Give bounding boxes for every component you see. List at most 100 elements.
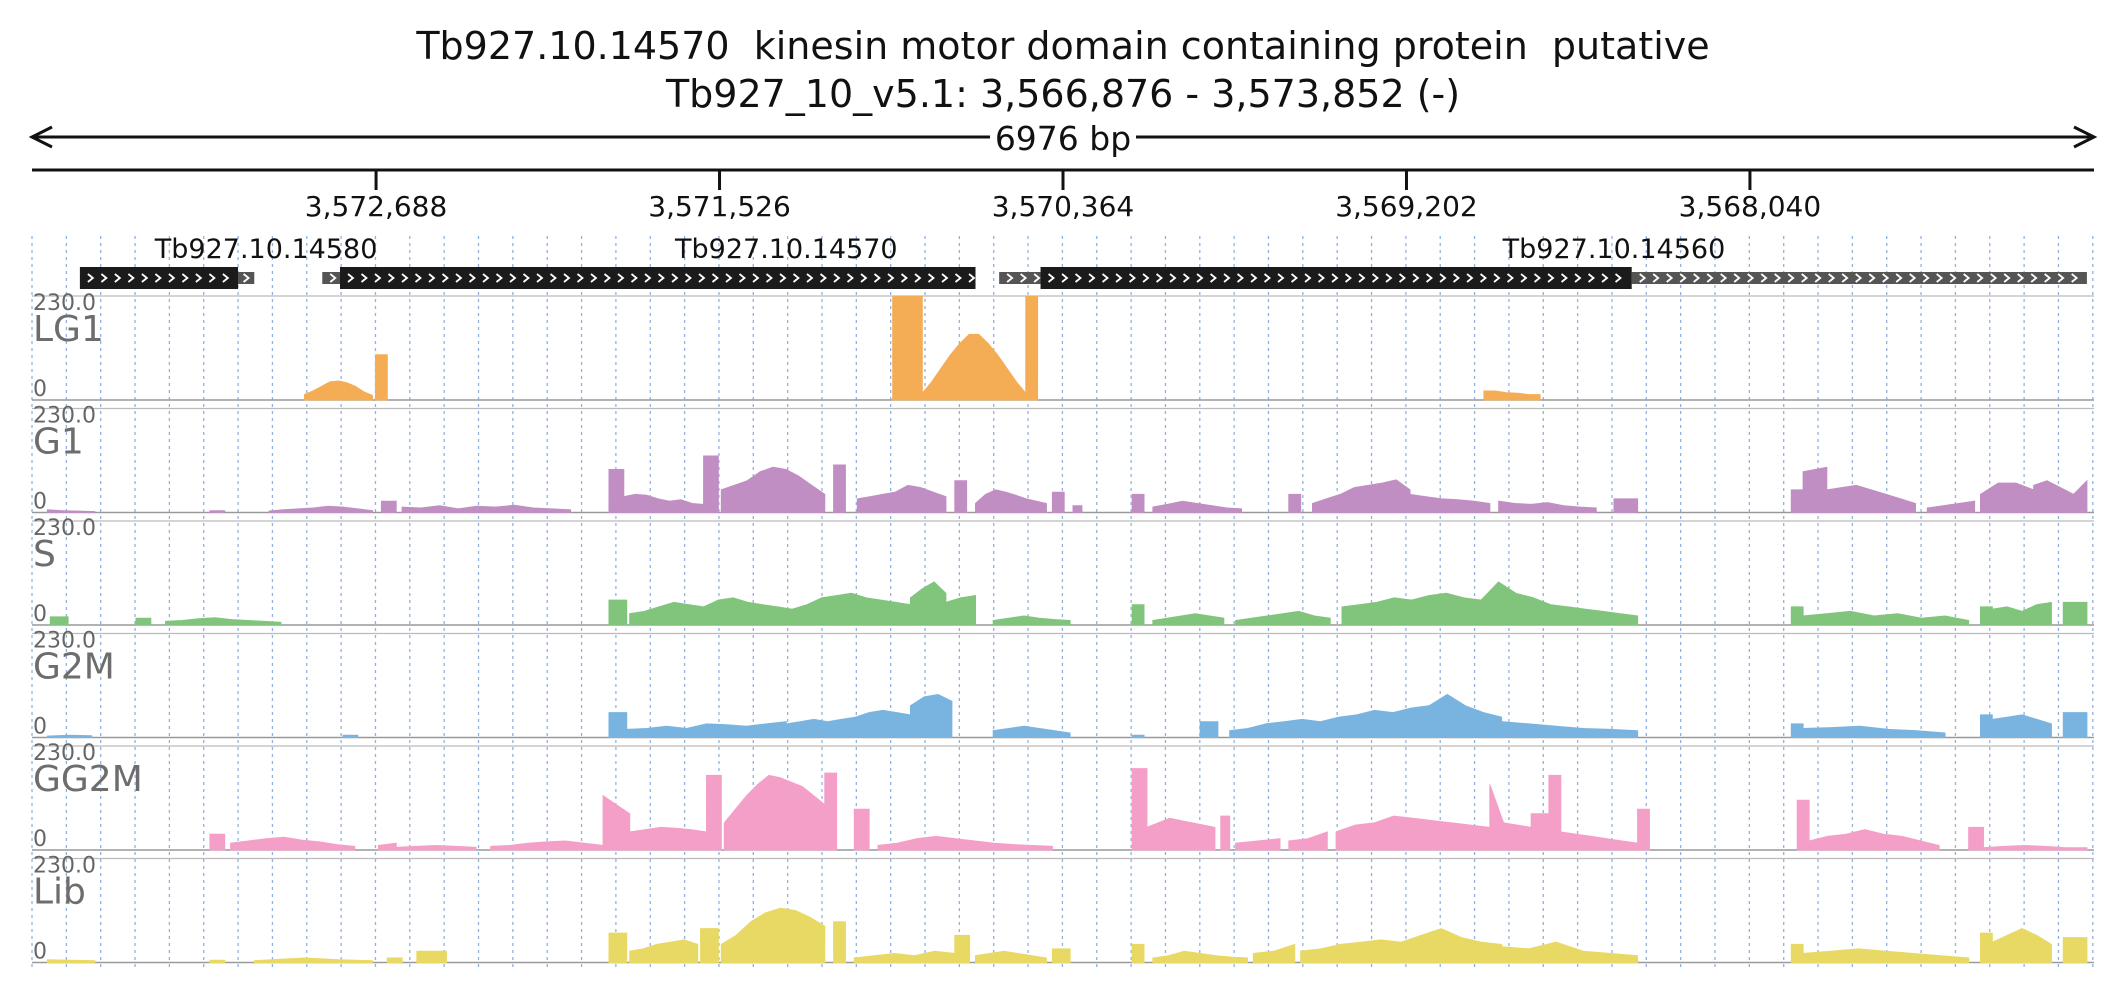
coverage-segment xyxy=(1483,390,1541,401)
strand-arrow xyxy=(1398,273,1406,283)
track-name-label: Lib xyxy=(33,872,86,913)
strand-arrow xyxy=(1223,273,1231,283)
strand-arrow xyxy=(1855,273,1863,283)
strand-arrow xyxy=(127,273,135,283)
coverage-segment xyxy=(1072,505,1083,513)
strand-arrow xyxy=(711,273,719,283)
coverage-segment xyxy=(703,455,719,513)
gene-utr[interactable] xyxy=(322,272,340,284)
coverage-segment xyxy=(1288,493,1302,513)
coverage-segment xyxy=(374,354,388,401)
strand-arrow xyxy=(1047,273,1055,283)
gene-label[interactable]: Tb927.10.14570 xyxy=(674,234,898,265)
coverage-segment xyxy=(1560,831,1639,851)
coverage-segment xyxy=(1826,484,1917,513)
strand-arrow xyxy=(1358,273,1366,283)
coverage-segment xyxy=(253,957,374,963)
strand-arrow xyxy=(1142,273,1150,283)
coverage-segment xyxy=(608,599,628,626)
coverage-segment xyxy=(2062,937,2088,963)
strand-arrow xyxy=(509,273,517,283)
coverage-segment xyxy=(877,835,1053,851)
strand-arrow xyxy=(414,273,422,283)
coverage-segment xyxy=(626,721,787,738)
coverage-segment xyxy=(165,617,282,626)
coverage-segment xyxy=(909,693,953,738)
strand-arrow xyxy=(1155,273,1163,283)
track-ymin-label: 0 xyxy=(33,827,47,852)
gene-label[interactable]: Tb927.10.14560 xyxy=(1502,234,1726,265)
ruler-tick-label: 3,569,202 xyxy=(1335,190,1478,223)
strand-arrow xyxy=(441,273,449,283)
coverage-segment xyxy=(602,794,631,851)
gene-track: Tb927.10.14580 Tb927.10.14570 Tb927.10.145… xyxy=(79,234,2087,289)
coverage-segment xyxy=(1790,723,1804,738)
ruler-tick-label: 3,571,526 xyxy=(648,190,791,223)
coverage-segment xyxy=(1613,498,1639,513)
coverage-segment xyxy=(377,842,397,851)
coverage-segment xyxy=(921,333,1027,401)
coverage-segment xyxy=(1979,932,1993,963)
coverage-segment xyxy=(1025,295,1039,401)
coordinate-ruler: 3,572,688 3,571,526 3,570,364 3,569,202 3,56… xyxy=(32,168,2094,223)
strand-arrow xyxy=(1990,273,1998,283)
strand-arrow xyxy=(1074,273,1082,283)
coverage-segment xyxy=(395,844,477,851)
strand-arrow xyxy=(954,273,962,283)
ruler-tick-label: 3,570,364 xyxy=(992,190,1135,223)
coverage-segment xyxy=(49,616,69,626)
strand-arrow xyxy=(1895,273,1903,283)
coverage-segment xyxy=(954,934,971,963)
track-ymax-label: 230.0 xyxy=(33,291,96,316)
coverage-segment xyxy=(46,959,96,963)
strand-arrow xyxy=(114,273,122,283)
coverage-segment xyxy=(386,957,403,963)
coverage-segment xyxy=(490,840,604,851)
gene-label[interactable]: Tb927.10.14580 xyxy=(154,234,378,265)
coverage-segment xyxy=(1979,714,1993,738)
coverage-segment xyxy=(1802,725,1946,738)
strand-arrow xyxy=(725,273,733,283)
coverage-segment xyxy=(1637,808,1650,851)
coverage-segment xyxy=(608,712,628,738)
strand-arrow xyxy=(1841,273,1849,283)
strand-arrow xyxy=(2057,273,2065,283)
coverage-segment xyxy=(992,615,1071,626)
coverage-tracks: 230.0LG10230.0G10230.0S0230.0G2M0230.0GG… xyxy=(32,291,2094,965)
strand-arrow xyxy=(495,273,503,283)
strand-arrow xyxy=(1922,273,1930,283)
track-ymax-label: 230.0 xyxy=(33,854,96,879)
coverage-segment xyxy=(629,592,912,626)
coverage-segment xyxy=(1199,721,1219,738)
strand-arrow xyxy=(630,273,638,283)
strand-arrow xyxy=(698,273,706,283)
strand-arrow xyxy=(168,273,176,283)
coverage-segment xyxy=(1220,815,1231,851)
length-arrowhead-left xyxy=(28,125,53,149)
strand-arrow xyxy=(1006,273,1014,283)
coverage-segment xyxy=(1802,610,1970,626)
coverage-segment xyxy=(2062,601,2088,626)
coverage-segment xyxy=(1252,943,1296,963)
strand-arrow xyxy=(590,273,598,283)
strand-arrow xyxy=(1976,273,1984,283)
coverage-segment xyxy=(416,950,447,963)
coverage-segment xyxy=(1152,613,1225,626)
strand-arrow xyxy=(455,273,463,283)
strand-arrow xyxy=(603,273,611,283)
coverage-segment xyxy=(1790,606,1804,626)
strand-arrow xyxy=(549,273,557,283)
strand-arrow xyxy=(1533,273,1541,283)
strand-arrow xyxy=(1747,273,1755,283)
strand-arrow xyxy=(181,273,189,283)
coverage-segment xyxy=(1796,799,1810,851)
gene-cds[interactable] xyxy=(339,267,976,289)
strand-arrow xyxy=(617,273,625,283)
strand-arrow xyxy=(1061,273,1069,283)
track-name-label: GG2M xyxy=(33,759,143,800)
coverage-segment xyxy=(992,725,1071,738)
track-name-label: LG1 xyxy=(33,309,104,350)
coverage-segment xyxy=(856,484,947,513)
length-arrowhead-right xyxy=(2073,125,2098,149)
